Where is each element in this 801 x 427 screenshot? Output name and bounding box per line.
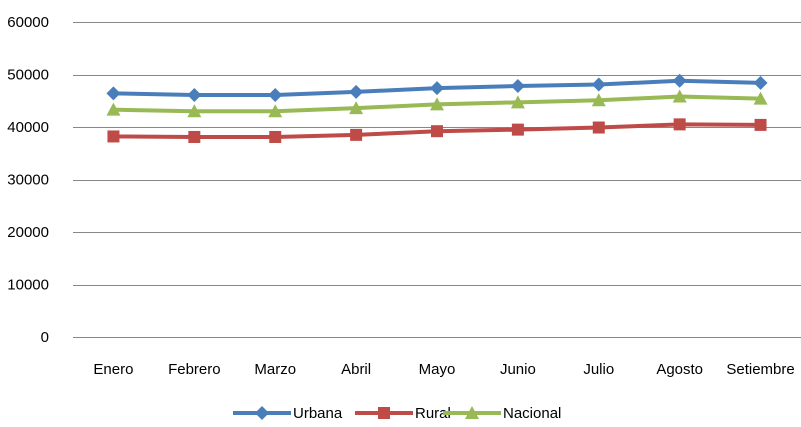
data-point xyxy=(187,87,202,102)
series-urbana xyxy=(106,73,768,102)
x-tick-label: Mayo xyxy=(419,361,456,378)
x-tick-label: Febrero xyxy=(168,361,221,378)
y-tick-label: 10000 xyxy=(7,277,49,294)
legend-item-nacional: Nacional xyxy=(443,405,561,422)
legend-item-rural: Rural xyxy=(355,405,451,422)
data-point xyxy=(753,75,768,90)
legend-item-urbana: Urbana xyxy=(233,405,343,422)
data-point xyxy=(511,123,524,136)
data-point xyxy=(673,118,686,131)
x-tick-label: Marzo xyxy=(254,361,296,378)
y-tick-label: 30000 xyxy=(7,172,49,189)
legend-label: Nacional xyxy=(503,405,561,422)
legend-label: Rural xyxy=(415,405,451,422)
x-tick-label: Setiembre xyxy=(726,361,794,378)
data-point xyxy=(268,87,283,102)
y-tick-label: 40000 xyxy=(7,119,49,136)
data-point xyxy=(268,104,283,118)
data-point xyxy=(349,84,364,99)
data-point xyxy=(349,101,364,115)
x-tick-label: Julio xyxy=(583,361,614,378)
data-point xyxy=(431,125,443,138)
data-point xyxy=(510,79,525,94)
y-tick-label: 0 xyxy=(41,329,49,346)
data-point xyxy=(430,97,444,111)
legend-label: Urbana xyxy=(293,405,343,422)
data-point xyxy=(350,128,363,141)
legend: Urbana Rural Nacional xyxy=(233,405,561,422)
data-point xyxy=(592,121,605,134)
y-tick-label: 60000 xyxy=(7,14,49,31)
data-point xyxy=(591,93,606,107)
series-rural xyxy=(107,118,767,143)
y-axis-tick-labels: 0 10000 20000 30000 40000 50000 60000 xyxy=(7,14,49,346)
data-point xyxy=(591,77,606,92)
data-point xyxy=(672,89,687,103)
x-tick-label: Agosto xyxy=(656,361,703,378)
grid-lines xyxy=(73,22,801,338)
series-lines xyxy=(106,73,768,143)
legend-marker xyxy=(465,406,479,419)
x-tick-label: Enero xyxy=(93,361,133,378)
data-point xyxy=(106,86,121,101)
data-point xyxy=(106,102,121,116)
y-tick-label: 20000 xyxy=(7,224,49,241)
x-axis-tick-labels: Enero Febrero Marzo Abril Mayo Junio Julio Agos… xyxy=(93,361,794,378)
series-nacional xyxy=(106,89,768,118)
data-point xyxy=(188,130,201,143)
y-tick-label: 50000 xyxy=(7,67,49,84)
legend-marker xyxy=(378,407,390,419)
data-point xyxy=(269,130,282,143)
data-point xyxy=(510,95,525,109)
x-tick-label: Abril xyxy=(341,361,371,378)
legend-marker xyxy=(255,406,269,420)
data-point xyxy=(430,81,444,96)
data-point xyxy=(753,91,768,105)
data-point xyxy=(107,130,120,143)
data-point xyxy=(672,73,687,88)
data-point xyxy=(187,104,202,118)
data-point xyxy=(754,118,767,131)
x-tick-label: Junio xyxy=(500,361,536,378)
